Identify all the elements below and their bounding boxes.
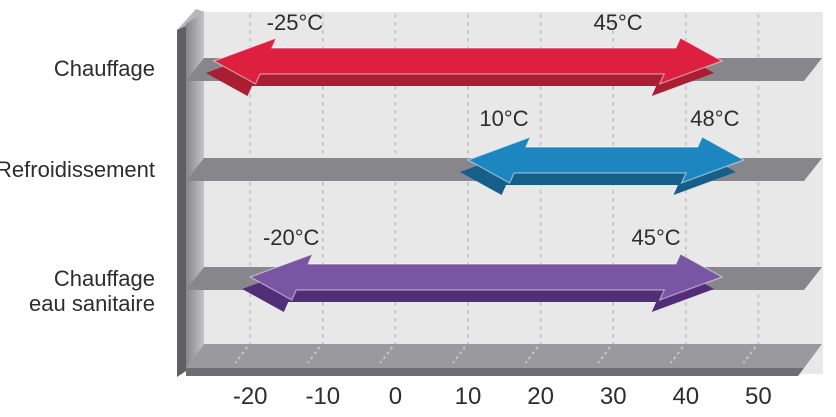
tick-label: 0 — [389, 383, 402, 410]
tick-label: 50 — [745, 383, 772, 410]
tick-label: 20 — [527, 383, 554, 410]
floor-front — [186, 368, 804, 376]
range-arrow — [242, 252, 724, 312]
row-label: Refroidissement — [0, 157, 155, 182]
tick-label: 10 — [455, 383, 482, 410]
range-arrow — [205, 36, 724, 96]
range-arrow-top — [212, 36, 724, 86]
row-label: Chauffage — [54, 266, 155, 291]
tick-label: 30 — [600, 383, 627, 410]
max-temp-label: 45°C — [632, 225, 681, 250]
row-label: eau sanitaire — [29, 291, 155, 316]
tick-label: -20 — [233, 383, 268, 410]
max-temp-label: 48°C — [690, 106, 739, 131]
min-temp-label: -20°C — [263, 225, 320, 250]
wall-edge — [177, 24, 186, 377]
max-temp-label: 45°C — [594, 10, 643, 35]
wall-top-chamfer — [177, 9, 205, 30]
range-arrow-top — [248, 252, 724, 302]
min-temp-label: 10°C — [479, 106, 528, 131]
tick-label: 40 — [672, 383, 699, 410]
range-arrow-top — [466, 135, 746, 185]
floor-top — [186, 344, 822, 368]
tick-label: -10 — [305, 383, 340, 410]
range-arrow — [460, 135, 746, 195]
min-temp-label: -25°C — [267, 10, 324, 35]
row-label: Chauffage — [54, 56, 155, 81]
